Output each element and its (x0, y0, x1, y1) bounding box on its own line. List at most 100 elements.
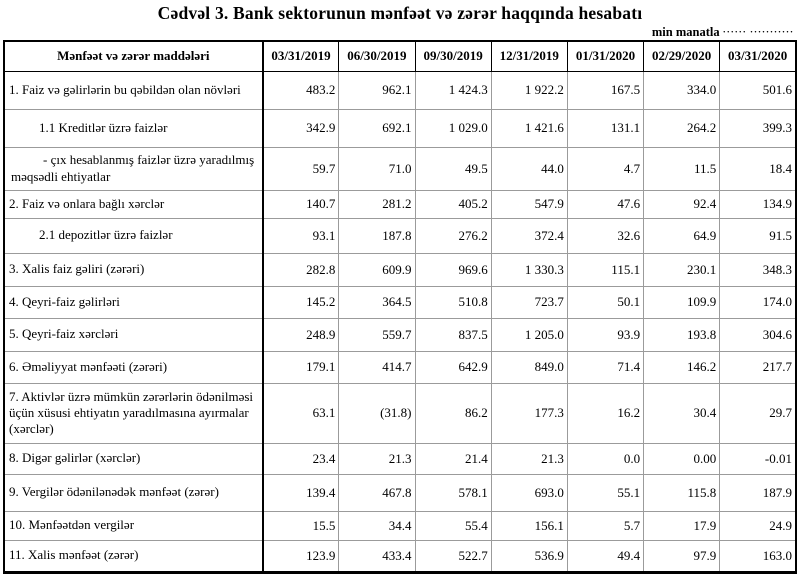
cell-value: 177.3 (490, 382, 568, 444)
row-label: 2.1 depozitlər üzrə faizlər (3, 217, 264, 254)
cell-value: 414.7 (338, 350, 416, 384)
cell-value: 0.00 (643, 442, 721, 475)
cell-value: 187.9 (719, 473, 797, 512)
cell-value: 91.5 (719, 217, 797, 254)
column-header-date: 02/29/2020 (643, 40, 721, 72)
cell-value: 405.2 (414, 189, 492, 219)
table-row: 1. Faiz və gəlirlərin bu qəbildən olan n… (3, 70, 797, 110)
unit-note: min manatla ······ ··········· (0, 26, 800, 39)
cell-value: 723.7 (490, 285, 568, 319)
cell-value: 15.5 (262, 510, 340, 541)
column-header-date: 03/31/2020 (719, 40, 797, 72)
cell-value: 559.7 (338, 317, 416, 352)
cell-value: 16.2 (566, 382, 645, 444)
profit-loss-table: Mənfəət və zərər maddələri 03/31/2019 06/3… (3, 40, 797, 574)
cell-value: 969.6 (414, 252, 492, 287)
row-label: 3. Xalis faiz gəliri (zərəri) (3, 252, 264, 287)
cell-value: 5.7 (566, 510, 645, 541)
table-row: 3. Xalis faiz gəliri (zərəri) 282.8 609.9 9… (3, 252, 797, 287)
table-header-row: Mənfəət və zərər maddələri 03/31/2019 06/3… (3, 40, 797, 72)
cell-value: 522.7 (414, 539, 492, 573)
cell-value: 63.1 (262, 382, 340, 444)
cell-value: 364.5 (338, 285, 416, 319)
column-header-date: 03/31/2019 (262, 40, 340, 72)
table-body: 1. Faiz və gəlirlərin bu qəbildən olan n… (3, 70, 797, 573)
cell-value: 134.9 (719, 189, 797, 219)
cell-value: 501.6 (719, 70, 797, 110)
row-label: 2. Faiz və onlara bağlı xərclər (3, 189, 264, 219)
cell-value: 44.0 (490, 146, 568, 191)
cell-value: 50.1 (566, 285, 645, 319)
cell-value: 693.0 (490, 473, 568, 512)
row-label: 4. Qeyri-faiz gəlirləri (3, 285, 264, 319)
cell-value: 282.8 (262, 252, 340, 287)
cell-value: 372.4 (490, 217, 568, 254)
cell-value: 837.5 (414, 317, 492, 352)
cell-value: 109.9 (643, 285, 721, 319)
cell-value: 49.5 (414, 146, 492, 191)
table-title: Cədvəl 3. Bank sektorunun mənfəət və zər… (157, 3, 643, 23)
cell-value: 609.9 (338, 252, 416, 287)
cell-value: 510.8 (414, 285, 492, 319)
cell-value: 11.5 (643, 146, 721, 191)
row-label: 11. Xalis mənfəət (zərər) (3, 539, 264, 573)
cell-value: 642.9 (414, 350, 492, 384)
table-row: 10. Mənfəətdən vergilər 15.5 34.4 55.4 156.1… (3, 510, 797, 541)
cell-value: 71.0 (338, 146, 416, 191)
table-row: 7. Aktivlər üzrə mümkün zərərlərin ödəni… (3, 382, 797, 444)
cell-value: 962.1 (338, 70, 416, 110)
cell-value: 93.9 (566, 317, 645, 352)
table-row: 5. Qeyri-faiz xərcləri 248.9 559.7 837.5 1 2… (3, 317, 797, 352)
cell-value: 92.4 (643, 189, 721, 219)
cell-value: 24.9 (719, 510, 797, 541)
cell-value: 21.3 (338, 442, 416, 475)
cell-value: 849.0 (490, 350, 568, 384)
row-label: 6. Əməliyyat mənfəəti (zərəri) (3, 350, 264, 384)
cell-value: 131.1 (566, 108, 645, 148)
cell-value: 281.2 (338, 189, 416, 219)
cell-value: 1 205.0 (490, 317, 568, 352)
table-row: 9. Vergilər ödənilənədək mənfəət (zərər)… (3, 473, 797, 512)
table-row: 2. Faiz və onlara bağlı xərclər 140.7 281.… (3, 189, 797, 219)
row-label: 8. Digər gəlirlər (xərclər) (3, 442, 264, 475)
cell-value: 55.4 (414, 510, 492, 541)
cell-value: 29.7 (719, 382, 797, 444)
cell-value: 578.1 (414, 473, 492, 512)
cell-value: 536.9 (490, 539, 568, 573)
column-header-date: 12/31/2019 (490, 40, 568, 72)
table-row: - çıx hesablanmış faizlər üzrə yaradılmı… (3, 146, 797, 191)
cell-value: 156.1 (490, 510, 568, 541)
cell-value: 30.4 (643, 382, 721, 444)
row-label: 10. Mənfəətdən vergilər (3, 510, 264, 541)
table-row: 1.1 Kreditlər üzrə faizlər 342.9 692.1 1 02… (3, 108, 797, 148)
cell-value: 264.2 (643, 108, 721, 148)
cell-value: 93.1 (262, 217, 340, 254)
cell-value: 248.9 (262, 317, 340, 352)
cell-value: 145.2 (262, 285, 340, 319)
cell-value: 547.9 (490, 189, 568, 219)
cell-value: 115.1 (566, 252, 645, 287)
row-label: 5. Qeyri-faiz xərcləri (3, 317, 264, 352)
unit-label: min manatla (651, 25, 720, 39)
table-row: 8. Digər gəlirlər (xərclər) 23.4 21.3 21.4 2… (3, 442, 797, 475)
table-row: 4. Qeyri-faiz gəlirləri 145.2 364.5 510.8 72… (3, 285, 797, 319)
cell-value: 217.7 (719, 350, 797, 384)
table-row: 2.1 depozitlər üzrə faizlər 93.1 187.8 276.… (3, 217, 797, 254)
cell-value: 139.4 (262, 473, 340, 512)
table-row: 11. Xalis mənfəət (zərər) 123.9 433.4 522.7… (3, 539, 797, 573)
cell-value: 1 330.3 (490, 252, 568, 287)
row-label: 7. Aktivlər üzrə mümkün zərərlərin ödəni… (3, 382, 264, 444)
cell-value: 304.6 (719, 317, 797, 352)
cell-value: 32.6 (566, 217, 645, 254)
column-header-date: 01/31/2020 (566, 40, 645, 72)
cell-value: 115.8 (643, 473, 721, 512)
document-page: Cədvəl 3. Bank sektorunun mənfəət və zər… (0, 3, 800, 578)
cell-value: 167.5 (566, 70, 645, 110)
cell-value: 1 421.6 (490, 108, 568, 148)
cell-value: 97.9 (643, 539, 721, 573)
cell-value: 1 029.0 (414, 108, 492, 148)
cell-value: 276.2 (414, 217, 492, 254)
cell-value: 21.3 (490, 442, 568, 475)
cell-value: 1 424.3 (414, 70, 492, 110)
cell-value: 467.8 (338, 473, 416, 512)
